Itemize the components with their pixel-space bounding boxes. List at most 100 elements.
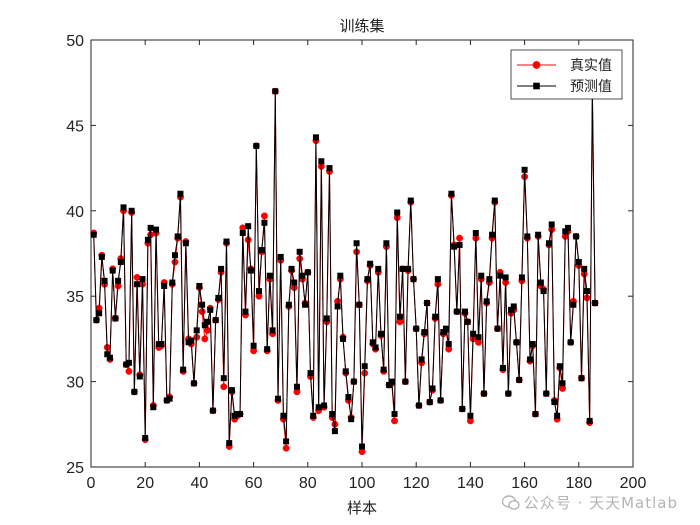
data-point [340,335,347,342]
data-point [291,279,298,286]
data-point [521,166,528,173]
data-point [545,240,552,247]
data-point [117,259,124,266]
data-point [150,404,157,411]
data-point [256,288,263,295]
data-point [548,221,555,228]
data-point [554,412,561,419]
y-tick-label: 35 [66,289,84,306]
x-tick-label: 20 [136,475,154,492]
x-tick-label: 140 [457,475,484,492]
data-point [90,231,97,238]
data-point [318,158,325,165]
data-point [470,330,477,337]
data-point [418,356,425,363]
data-point [543,390,550,397]
data-point [578,375,585,382]
data-point [104,351,111,358]
data-point [532,411,539,418]
data-point [559,380,566,387]
data-point [201,322,208,329]
data-point [524,233,531,240]
y-axis: 25 30 35 40 45 50 [66,33,633,477]
data-point [350,378,357,385]
data-point [586,417,593,424]
data-point [494,325,501,332]
data-point [467,412,474,419]
data-point [220,375,227,382]
data-point [527,356,534,363]
data-point [413,325,420,332]
data-point [144,236,151,243]
data-point [315,404,322,411]
data-point [106,354,113,361]
data-point [307,370,314,377]
x-tick-label: 200 [620,475,647,492]
y-tick-label: 45 [66,118,84,135]
data-point [204,318,211,325]
data-point [196,282,203,289]
data-point [253,142,260,149]
data-point [266,272,273,279]
data-point [551,399,558,406]
data-point [434,276,441,283]
data-point [396,313,403,320]
data-point [429,385,436,392]
data-point [573,233,580,240]
data-point [134,281,141,288]
data-point [296,248,303,255]
x-tick-label: 80 [299,475,317,492]
data-point [380,366,387,373]
data-point [101,277,108,284]
legend-marker-1 [533,82,540,90]
data-point [125,367,133,375]
data-point [198,308,206,316]
data-point [264,346,271,353]
data-point [518,274,525,281]
data-point [369,339,376,346]
data-point [386,382,393,389]
data-point [480,390,487,397]
data-point [478,272,485,279]
data-point [592,300,599,307]
x-tick-label: 0 [87,475,96,492]
data-point [407,197,414,204]
data-point [399,265,406,272]
data-point [260,212,268,220]
data-point [220,383,228,391]
watermark: 公众号 · 天天Matlab [501,492,678,513]
data-point [302,301,309,308]
x-tick-label: 160 [511,475,538,492]
data-point [212,317,219,324]
data-point [443,325,450,332]
data-point [147,224,154,231]
data-point [510,303,517,310]
data-point [161,282,168,289]
data-point [125,359,132,366]
x-tick-label: 180 [565,475,592,492]
data-point [432,313,439,320]
data-point [540,288,547,295]
data-point [502,274,509,281]
data-point [258,247,265,254]
data-point [323,315,330,322]
data-point [142,434,149,441]
data-point [237,411,244,418]
data-point [372,344,379,351]
data-point [394,209,401,216]
data-point [250,342,257,349]
data-point [583,288,590,295]
y-tick-label: 40 [66,204,84,221]
data-point [245,223,252,230]
data-point [440,329,447,336]
data-point [304,269,311,276]
data-point [581,265,588,272]
data-point [497,272,504,279]
data-point [377,330,384,337]
data-point [353,240,360,247]
data-point [375,265,382,272]
data-point [207,306,214,313]
wechat-icon [501,495,520,510]
data-point [98,253,105,260]
